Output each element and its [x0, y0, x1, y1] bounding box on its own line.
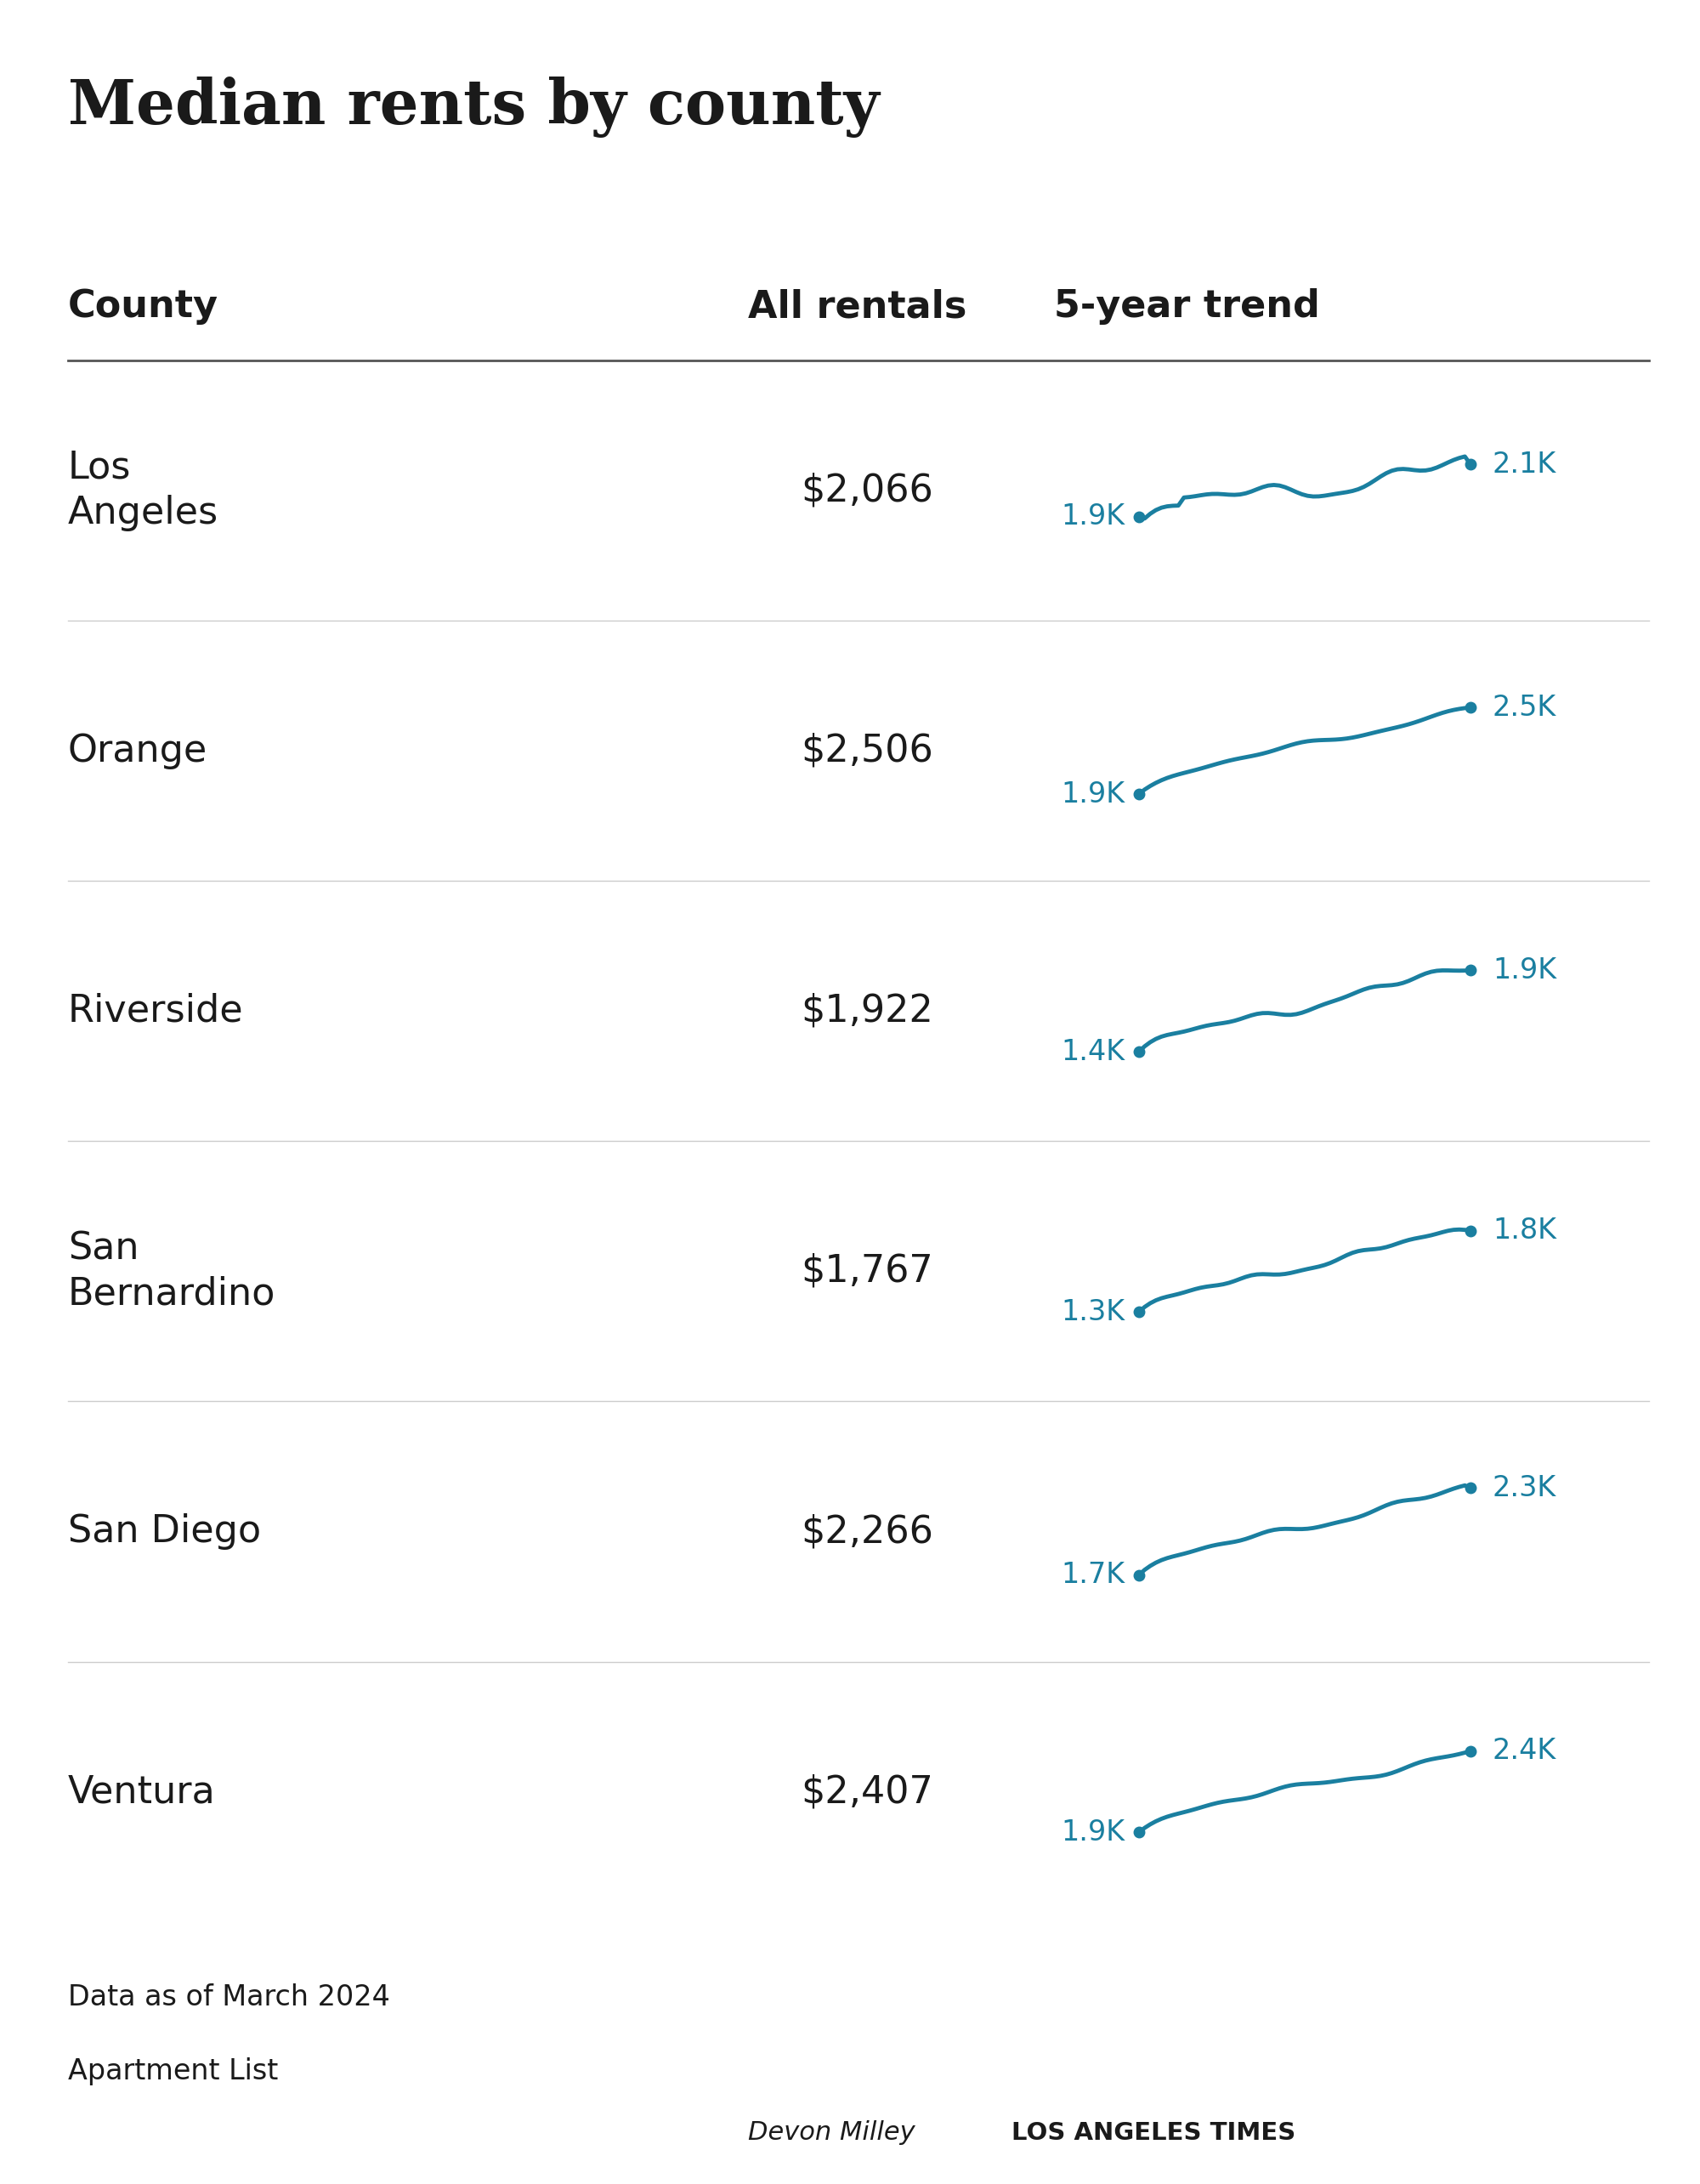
- Text: 2.1K: 2.1K: [1493, 450, 1557, 478]
- Text: 1.7K: 1.7K: [1061, 1562, 1125, 1590]
- Text: San
Bernardino: San Bernardino: [68, 1230, 275, 1313]
- Text: $2,407: $2,407: [801, 1773, 933, 1811]
- Text: $2,266: $2,266: [801, 1514, 933, 1551]
- Text: 1.9K: 1.9K: [1061, 502, 1125, 531]
- Text: Devon Milley: Devon Milley: [748, 2121, 915, 2145]
- Text: $1,767: $1,767: [801, 1254, 933, 1289]
- Text: Orange: Orange: [68, 732, 207, 769]
- Text: 2.4K: 2.4K: [1493, 1736, 1557, 1765]
- Text: All rentals: All rentals: [748, 288, 967, 325]
- Text: 1.4K: 1.4K: [1061, 1037, 1125, 1066]
- Text: Los
Angeles: Los Angeles: [68, 450, 219, 531]
- Text: 2.5K: 2.5K: [1493, 692, 1557, 721]
- Text: LOS ANGELES TIMES: LOS ANGELES TIMES: [1012, 2121, 1295, 2145]
- Text: 2.3K: 2.3K: [1493, 1474, 1557, 1503]
- Text: Median rents by county: Median rents by county: [68, 76, 879, 138]
- Text: 5-year trend: 5-year trend: [1054, 288, 1319, 325]
- Text: 1.3K: 1.3K: [1061, 1297, 1125, 1326]
- Text: San Diego: San Diego: [68, 1514, 262, 1551]
- Text: 1.9K: 1.9K: [1061, 1819, 1125, 1845]
- Text: $2,066: $2,066: [801, 472, 933, 509]
- Text: County: County: [68, 288, 218, 325]
- Text: $1,922: $1,922: [801, 994, 933, 1029]
- Text: 1.9K: 1.9K: [1493, 957, 1557, 985]
- Text: Riverside: Riverside: [68, 994, 243, 1029]
- Text: Apartment List: Apartment List: [68, 2057, 279, 2086]
- Text: Ventura: Ventura: [68, 1773, 216, 1811]
- Text: 1.8K: 1.8K: [1493, 1216, 1557, 1245]
- Text: 1.9K: 1.9K: [1061, 780, 1125, 808]
- Text: $2,506: $2,506: [801, 732, 933, 769]
- Text: Data as of March 2024: Data as of March 2024: [68, 1983, 389, 2011]
